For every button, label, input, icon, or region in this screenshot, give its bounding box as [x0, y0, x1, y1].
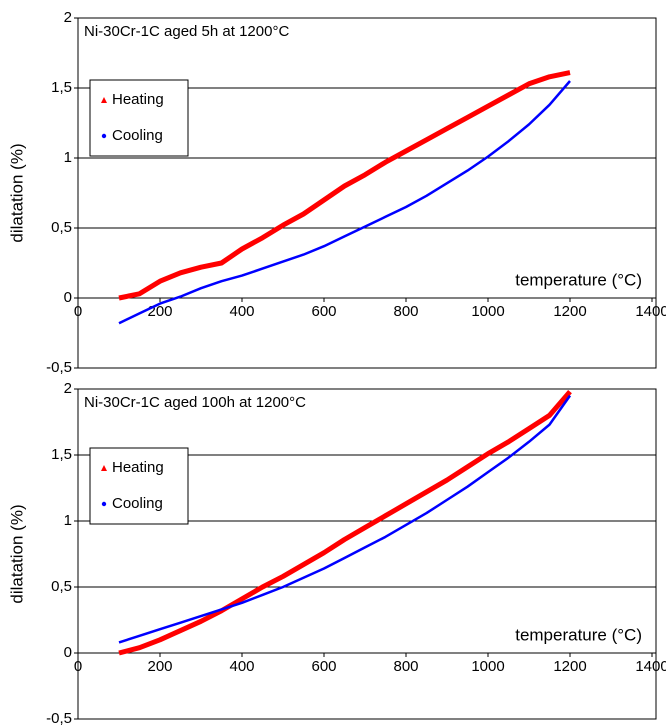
legend-marker	[101, 465, 107, 471]
y-tick-label: 1	[64, 512, 72, 529]
chart-title: Ni-30Cr-1C aged 100h at 1200°C	[84, 394, 306, 411]
y-tick-label: 2	[64, 380, 72, 397]
x-tick-label: 1000	[471, 303, 504, 320]
y-tick-label: -0,5	[46, 359, 72, 376]
y-tick-label: 0,5	[51, 219, 72, 236]
x-tick-label: 1200	[553, 658, 586, 675]
legend-marker	[101, 133, 107, 139]
x-tick-label: 600	[311, 303, 336, 320]
series-line	[118, 390, 572, 656]
y-tick-label: 2	[64, 9, 72, 26]
x-tick-label: 800	[393, 303, 418, 320]
x-tick-label: 1400	[635, 658, 666, 675]
y-tick-label: 1,5	[51, 79, 72, 96]
legend-box	[89, 447, 189, 525]
y-axis-label: dilatation (%)	[7, 143, 26, 242]
y-tick-label: 0	[64, 289, 72, 306]
series-line	[118, 394, 572, 644]
x-tick-label: 800	[393, 658, 418, 675]
legend-label: Cooling	[112, 495, 163, 512]
series-line	[118, 70, 571, 301]
legend-box	[89, 79, 189, 157]
x-tick-label: 200	[147, 658, 172, 675]
legend-label: Heating	[112, 91, 164, 108]
x-tick-label: 1000	[471, 658, 504, 675]
x-tick-label: 0	[74, 658, 82, 675]
x-tick-label: 1400	[635, 303, 666, 320]
plot-frame	[77, 388, 657, 720]
x-tick-label: 200	[147, 303, 172, 320]
legend-label: Heating	[112, 459, 164, 476]
y-tick-label: 0,5	[51, 578, 72, 595]
y-axis-label: dilatation (%)	[7, 504, 26, 603]
legend-marker	[101, 97, 107, 103]
x-tick-label: 400	[229, 303, 254, 320]
legend-marker	[101, 501, 107, 507]
y-tick-label: 1,5	[51, 446, 72, 463]
x-axis-label: temperature (°C)	[515, 270, 642, 289]
y-tick-label: 0	[64, 644, 72, 661]
x-tick-label: 0	[74, 303, 82, 320]
series-line	[118, 80, 571, 325]
x-tick-label: 400	[229, 658, 254, 675]
x-axis-label: temperature (°C)	[515, 625, 642, 644]
legend-label: Cooling	[112, 127, 163, 144]
plot-frame	[77, 17, 657, 369]
x-tick-label: 600	[311, 658, 336, 675]
y-tick-label: -0,5	[46, 710, 72, 727]
y-tick-label: 1	[64, 149, 72, 166]
x-tick-label: 1200	[553, 303, 586, 320]
chart-title: Ni-30Cr-1C aged 5h at 1200°C	[84, 23, 289, 40]
